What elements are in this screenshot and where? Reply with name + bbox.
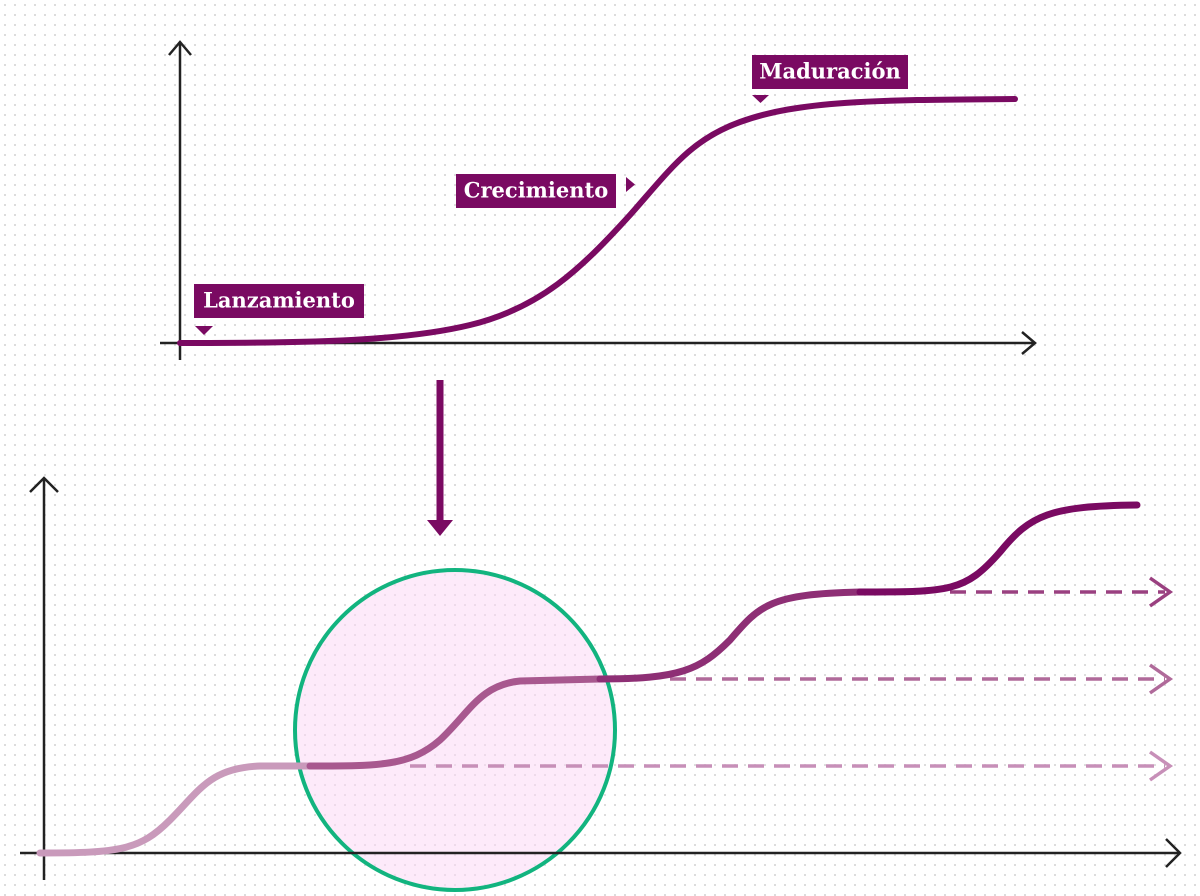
highlight-circle [293,568,617,892]
label-launch: Lanzamiento [194,284,364,335]
label-text: Lanzamiento [203,288,355,313]
label-growth: Crecimiento [456,174,635,208]
label-maturity: Maduración [752,55,908,103]
bottom-axes [20,476,1182,880]
label-text: Maduración [759,59,901,84]
label-text: Crecimiento [464,178,608,203]
dashed-lines [410,576,1174,782]
down-arrow [427,380,453,536]
s-curve [177,96,1018,346]
stepped-curve [36,501,1141,857]
